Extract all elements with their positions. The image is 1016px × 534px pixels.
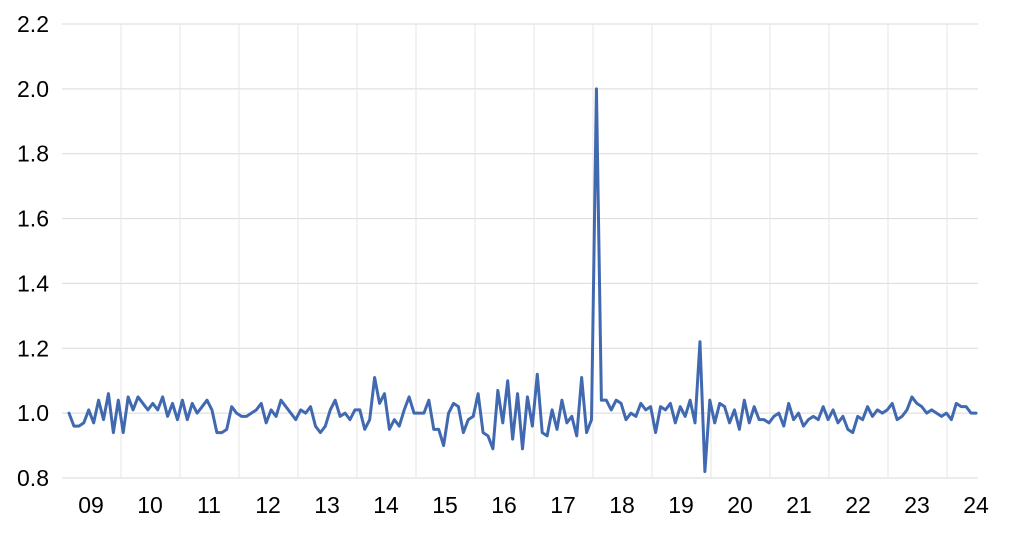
y-tick-label: 2.0 bbox=[17, 76, 49, 102]
x-tick-label: 21 bbox=[786, 492, 812, 518]
vertical-gridlines bbox=[120, 24, 948, 478]
x-tick-label: 23 bbox=[904, 492, 930, 518]
series-line bbox=[67, 87, 978, 474]
y-tick-label: 1.0 bbox=[17, 400, 49, 426]
x-tick-label: 09 bbox=[78, 492, 104, 518]
x-tick-label: 14 bbox=[373, 492, 399, 518]
y-tick-label: 1.4 bbox=[17, 270, 49, 296]
y-tick-label: 1.8 bbox=[17, 141, 49, 167]
x-tick-label: 16 bbox=[491, 492, 517, 518]
x-tick-label: 19 bbox=[668, 492, 694, 518]
x-tick-label: 17 bbox=[550, 492, 576, 518]
y-tick-label: 2.2 bbox=[17, 11, 49, 37]
x-tick-label: 12 bbox=[255, 492, 281, 518]
x-tick-label: 24 bbox=[963, 492, 989, 518]
y-tick-label: 1.2 bbox=[17, 335, 49, 361]
x-tick-label: 15 bbox=[432, 492, 458, 518]
x-axis-tick-labels: 09 10 11 12 13 14 15 16 17 18 19 20 21 22 23 24 bbox=[78, 492, 989, 518]
x-tick-label: 20 bbox=[727, 492, 753, 518]
x-tick-label: 22 bbox=[845, 492, 871, 518]
y-tick-label: 0.8 bbox=[17, 465, 49, 491]
horizontal-gridlines bbox=[62, 23, 978, 479]
x-tick-label: 11 bbox=[197, 492, 221, 518]
x-tick-label: 10 bbox=[137, 492, 163, 518]
y-tick-label: 1.6 bbox=[17, 206, 49, 232]
y-axis-tick-labels: 0.8 1.0 1.2 1.4 1.6 1.8 2.0 2.2 bbox=[17, 11, 49, 491]
x-tick-label: 13 bbox=[314, 492, 340, 518]
x-tick-label: 18 bbox=[609, 492, 635, 518]
